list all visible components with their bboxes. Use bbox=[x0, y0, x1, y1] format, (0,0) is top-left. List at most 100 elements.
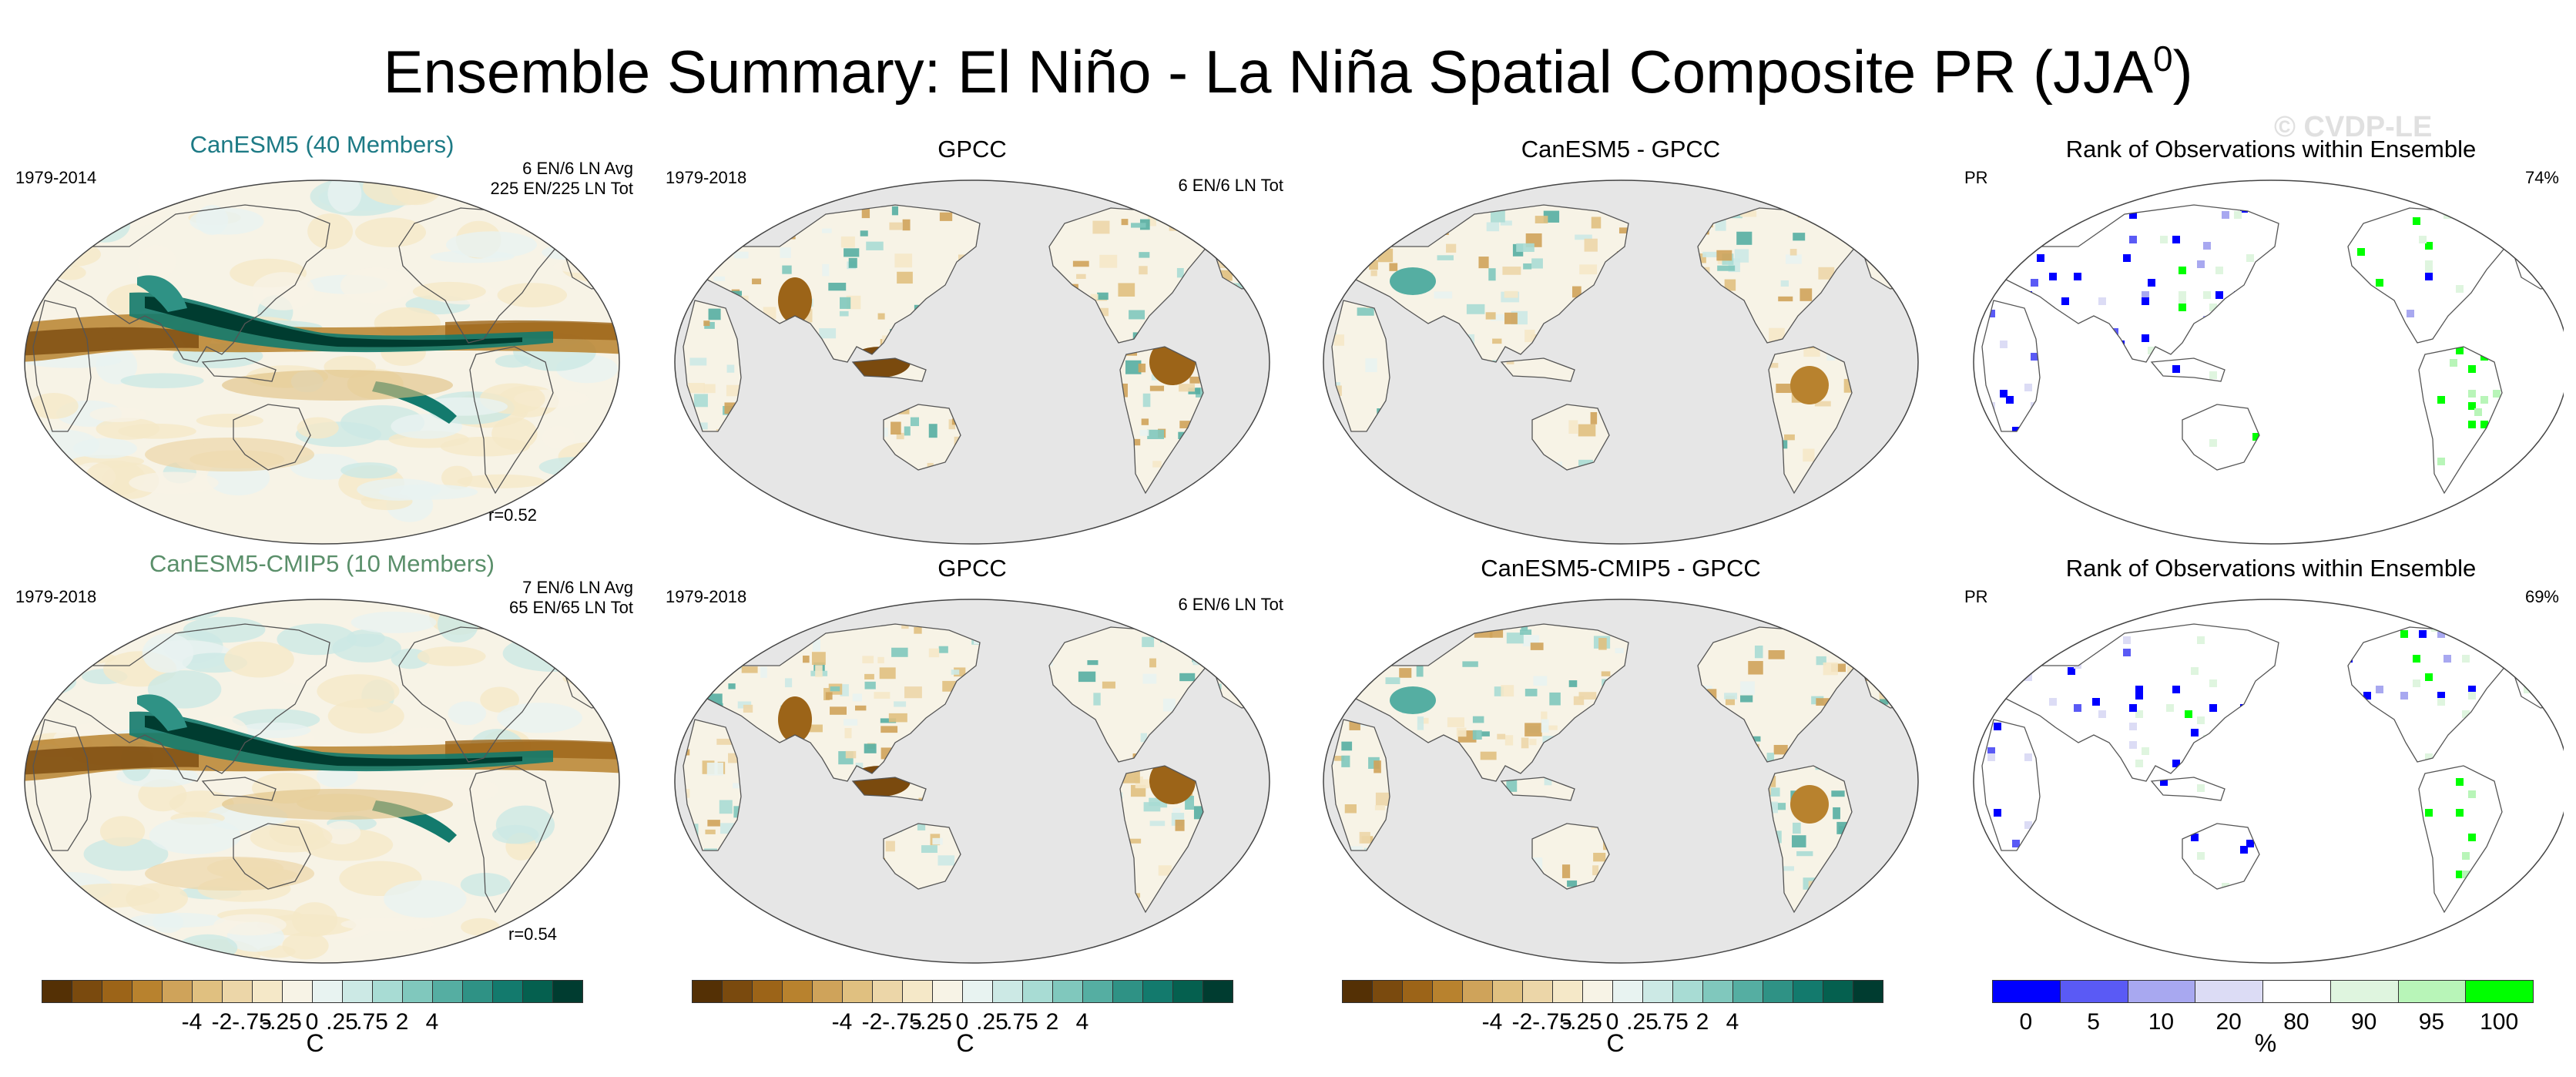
colorbar-unit-label: C bbox=[1606, 1029, 1625, 1057]
colorbar-swatch bbox=[1142, 980, 1173, 1003]
colorbar-swatch bbox=[1552, 980, 1583, 1003]
colorbar-tick-label: .25 bbox=[976, 1009, 1008, 1035]
panel-diff-row2: CanESM5-CMIP5 - GPCC bbox=[1313, 550, 1929, 966]
stats-label: 6 EN/6 LN Tot bbox=[1178, 595, 1283, 614]
map-obs-row1 bbox=[674, 180, 1270, 545]
colorbar-swatch bbox=[1853, 980, 1883, 1003]
period-label: 1979-2018 bbox=[666, 587, 747, 606]
watermark: © CVDP-LE bbox=[2274, 111, 2433, 143]
figure-title-text: Ensemble Summary: El Niño - La Niña Spat… bbox=[383, 38, 2153, 106]
colorbar-tick-label: -.25 bbox=[262, 1009, 302, 1035]
colorbar-swatch bbox=[1202, 980, 1233, 1003]
colorbar-tick-label: 4 bbox=[1075, 1009, 1089, 1035]
figure-title-superscript: 0 bbox=[2152, 39, 2173, 79]
colorbar-swatch bbox=[1732, 980, 1763, 1003]
colorbar-swatch bbox=[162, 980, 193, 1003]
panel-rank-row2: Rank of Observations within Ensemble PR … bbox=[1963, 550, 2576, 966]
colorbar-swatch bbox=[842, 980, 873, 1003]
map-rank-row2 bbox=[1973, 599, 2564, 964]
colorbar-swatch bbox=[2127, 980, 2196, 1003]
colorbar-tick-label: 2 bbox=[1696, 1009, 1709, 1035]
colorbar-tick-label: .75 bbox=[1006, 1009, 1038, 1035]
colorbar-tick-label: 2 bbox=[1045, 1009, 1059, 1035]
map-diff-row2 bbox=[1323, 599, 1919, 964]
stats-label: 6 EN/6 LN Tot bbox=[1178, 176, 1283, 195]
colorbar-swatch bbox=[962, 980, 993, 1003]
colorbar-swatch bbox=[1492, 980, 1523, 1003]
colorbar-tick-label: 80 bbox=[2283, 1009, 2309, 1035]
stats-label-2: 65 EN/65 LN Tot bbox=[508, 598, 633, 617]
correlation-label: r=0.52 bbox=[488, 505, 537, 525]
colorbar-swatch bbox=[2262, 980, 2331, 1003]
colorbar-swatch bbox=[932, 980, 963, 1003]
colorbar-unit-label: C bbox=[956, 1029, 974, 1057]
colorbar-swatch bbox=[2195, 980, 2263, 1003]
colorbar-tick-label: 0 bbox=[2019, 1009, 2033, 1035]
period-label: 1979-2014 bbox=[15, 168, 97, 187]
map-rank-row1 bbox=[1973, 180, 2564, 545]
colorbar-tick-label: 95 bbox=[2418, 1009, 2445, 1035]
colorbar-swatch bbox=[342, 980, 373, 1003]
colorbar-swatch bbox=[1462, 980, 1493, 1003]
colorbar-swatch bbox=[2329, 980, 2399, 1003]
colorbar-swatch bbox=[282, 980, 313, 1003]
colorbar-swatch bbox=[1763, 980, 1793, 1003]
panel-obs-row2: GPCC 1979-2018 6 EN/6 LN Tot bbox=[664, 550, 1283, 966]
colorbar-tick-label: 20 bbox=[2215, 1009, 2242, 1035]
panel-title: CanESM5-CMIP5 (10 Members) bbox=[149, 550, 495, 577]
period-label: 1979-2018 bbox=[15, 587, 97, 606]
colorbar-tick-label: -.25 bbox=[1562, 1009, 1602, 1035]
colorbar-tick-label: -.25 bbox=[912, 1009, 952, 1035]
colorbar-tick-label: .75 bbox=[1656, 1009, 1689, 1035]
colorbar-swatch bbox=[812, 980, 843, 1003]
colorbar-swatch bbox=[1172, 980, 1203, 1003]
colorbar-swatch bbox=[252, 980, 283, 1003]
colorbar-tick-label: -2 bbox=[211, 1009, 233, 1035]
colorbar-swatch bbox=[1112, 980, 1143, 1003]
colorbar-swatch bbox=[312, 980, 343, 1003]
colorbar-swatch bbox=[492, 980, 523, 1003]
colorbar-tick-label: -.75 bbox=[1532, 1009, 1572, 1035]
colorbar-swatch bbox=[722, 980, 753, 1003]
panel-title: GPCC bbox=[937, 136, 1007, 163]
percent-label: 69% bbox=[2524, 587, 2559, 606]
colorbar-swatch bbox=[2465, 980, 2534, 1003]
colorbar-tick-label: .25 bbox=[326, 1009, 358, 1035]
colorbar-swatch bbox=[402, 980, 433, 1003]
panel-diff-row1: CanESM5 - GPCC bbox=[1313, 131, 1929, 547]
colorbar-tick-label: 2 bbox=[395, 1009, 409, 1035]
map-obs-row2 bbox=[674, 599, 1270, 964]
colorbar-unit-label: C bbox=[306, 1029, 324, 1057]
colorbar-tick-label: 0 bbox=[955, 1009, 969, 1035]
colorbar-swatch bbox=[432, 980, 463, 1003]
colorbar-swatch bbox=[902, 980, 933, 1003]
panel-title: GPCC bbox=[937, 555, 1007, 582]
panel-rank-row1: Rank of Observations within Ensemble PR … bbox=[1963, 131, 2576, 547]
colorbar-swatch bbox=[522, 980, 553, 1003]
colorbar-swatch bbox=[132, 980, 163, 1003]
correlation-label: r=0.54 bbox=[508, 924, 557, 944]
colorbar-swatch bbox=[992, 980, 1023, 1003]
colorbar-swatch bbox=[2059, 980, 2128, 1003]
figure-title-close: ) bbox=[2172, 38, 2193, 106]
colorbar-diff: -4 -2 -.75 -.25 0 .25.75 2 4 C bbox=[1342, 980, 1883, 1065]
colorbar-swatch bbox=[222, 980, 253, 1003]
colorbar-unit-label: % bbox=[2254, 1029, 2277, 1057]
colorbar-tick-label: 0 bbox=[305, 1009, 319, 1035]
colorbar-tick-label: .75 bbox=[356, 1009, 388, 1035]
colorbar-swatch bbox=[1672, 980, 1703, 1003]
colorbar-swatch bbox=[1022, 980, 1053, 1003]
figure-title: Ensemble Summary: El Niño - La Niña Spat… bbox=[0, 20, 2576, 110]
period-label: 1979-2018 bbox=[666, 168, 747, 187]
colorbar-swatch bbox=[752, 980, 783, 1003]
colorbar-swatch bbox=[1702, 980, 1733, 1003]
colorbar-tick-label: 4 bbox=[425, 1009, 439, 1035]
colorbar-obs: -4 -2 -.75 -.25 0 .25.75 2 4 C bbox=[692, 980, 1233, 1065]
colorbar-swatch bbox=[102, 980, 132, 1003]
colorbar-swatch bbox=[872, 980, 903, 1003]
colorbar-swatch bbox=[552, 980, 583, 1003]
panel-title: CanESM5 (40 Members) bbox=[190, 131, 454, 158]
stats-label-2: 225 EN/225 LN Tot bbox=[490, 179, 634, 198]
colorbar-swatch bbox=[1612, 980, 1643, 1003]
colorbar-tick-label: .25 bbox=[1626, 1009, 1659, 1035]
